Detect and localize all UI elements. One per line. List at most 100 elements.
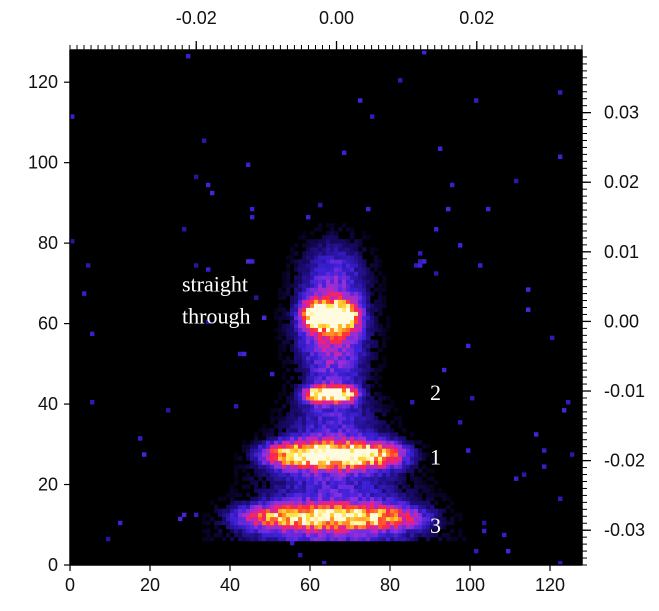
intensity-cell — [338, 504, 343, 510]
intensity-cell — [266, 440, 271, 445]
intensity-cell — [262, 484, 267, 489]
intensity-cell — [378, 400, 383, 405]
intensity-cell — [302, 404, 307, 409]
intensity-cell — [290, 500, 295, 506]
intensity-cell — [258, 440, 263, 445]
intensity-cell — [246, 456, 251, 461]
intensity-cell — [282, 291, 287, 296]
intensity-cell — [386, 315, 391, 320]
intensity-cell — [414, 456, 419, 461]
intensity-cell — [374, 476, 379, 481]
intensity-cell — [302, 271, 307, 276]
intensity-cell — [298, 444, 303, 449]
intensity-cell — [274, 496, 279, 502]
intensity-cell — [422, 532, 427, 538]
intensity-cell — [398, 500, 403, 506]
intensity-cell — [270, 452, 275, 457]
intensity-cell — [378, 436, 383, 441]
intensity-cell — [286, 440, 291, 445]
intensity-cell — [370, 528, 375, 534]
intensity-cell — [262, 440, 267, 445]
intensity-cell — [354, 299, 359, 304]
intensity-cell — [298, 351, 303, 357]
intensity-cell — [314, 315, 319, 320]
intensity-cell — [330, 271, 335, 276]
intensity-cell — [230, 488, 235, 493]
intensity-cell — [386, 468, 391, 473]
intensity-cell — [282, 424, 287, 429]
intensity-cell — [302, 472, 307, 477]
intensity-cell — [306, 456, 311, 461]
intensity-cell — [238, 524, 243, 530]
intensity-cell — [326, 428, 331, 433]
intensity-cell — [290, 496, 295, 502]
intensity-cell — [370, 400, 375, 405]
intensity-cell — [306, 311, 311, 316]
intensity-cell — [438, 508, 443, 514]
intensity-cell — [374, 327, 379, 333]
intensity-cell — [206, 319, 211, 324]
intensity-cell — [334, 307, 339, 312]
intensity-cell — [378, 432, 383, 437]
intensity-cell — [382, 295, 387, 300]
intensity-cell — [374, 436, 379, 441]
intensity-cell — [414, 464, 419, 469]
intensity-cell — [394, 448, 399, 453]
intensity-cell — [374, 484, 379, 489]
intensity-cell — [274, 452, 279, 457]
intensity-cell — [330, 412, 335, 417]
intensity-cell — [374, 319, 379, 324]
intensity-cell — [374, 528, 379, 534]
intensity-cell — [338, 343, 343, 349]
intensity-cell — [342, 263, 347, 268]
intensity-cell — [330, 536, 335, 542]
intensity-cell — [390, 480, 395, 485]
intensity-cell — [254, 532, 259, 538]
intensity-cell — [294, 484, 299, 489]
intensity-cell — [438, 516, 443, 522]
intensity-cell — [314, 468, 319, 473]
intensity-cell — [370, 488, 375, 493]
intensity-cell — [298, 504, 303, 510]
intensity-cell — [330, 315, 335, 320]
intensity-cell — [350, 307, 355, 312]
annotation-label: 1 — [430, 444, 441, 469]
intensity-cell — [386, 396, 391, 401]
intensity-cell — [298, 339, 303, 345]
intensity-cell — [354, 440, 359, 445]
intensity-cell — [326, 251, 331, 256]
intensity-cell — [342, 315, 347, 320]
intensity-cell — [298, 331, 303, 337]
intensity-cell — [350, 243, 355, 248]
intensity-cell — [346, 319, 351, 324]
intensity-cell — [266, 472, 271, 477]
intensity-cell — [254, 456, 259, 461]
intensity-cell — [290, 464, 295, 469]
intensity-cell — [138, 436, 143, 441]
intensity-cell — [386, 448, 391, 453]
intensity-cell — [354, 496, 359, 502]
intensity-cell — [366, 315, 371, 320]
intensity-cell — [378, 299, 383, 304]
intensity-cell — [278, 319, 283, 324]
intensity-cell — [338, 315, 343, 320]
intensity-cell — [278, 416, 283, 421]
intensity-cell — [278, 480, 283, 485]
intensity-cell — [322, 307, 327, 312]
intensity-cell — [334, 355, 339, 361]
intensity-cell — [406, 456, 411, 461]
intensity-cell — [330, 504, 335, 510]
intensity-cell — [334, 528, 339, 534]
intensity-cell — [430, 460, 435, 465]
intensity-cell — [350, 476, 355, 481]
intensity-cell — [326, 351, 331, 357]
intensity-cell — [286, 436, 291, 441]
intensity-cell — [234, 472, 239, 477]
intensity-cell — [478, 263, 483, 268]
intensity-cell — [354, 339, 359, 345]
intensity-cell — [330, 456, 335, 461]
intensity-cell — [310, 520, 315, 526]
intensity-cell — [362, 436, 367, 441]
intensity-cell — [438, 512, 443, 518]
intensity-cell — [282, 436, 287, 441]
